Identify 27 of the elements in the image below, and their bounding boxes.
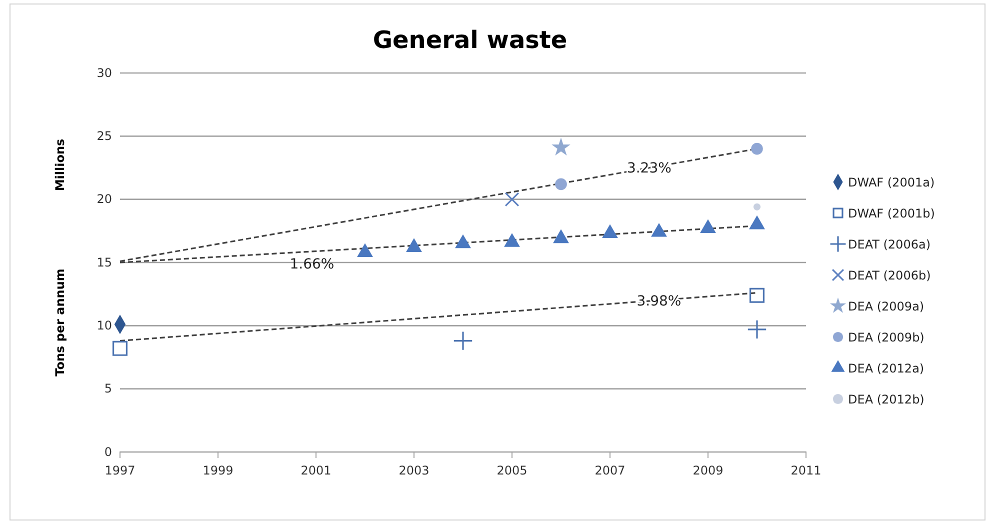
legend-label: DEA (2009b) (848, 330, 924, 344)
chart-title: General waste (372, 26, 568, 54)
x-tick-label: 2009 (692, 464, 724, 478)
x-tick-label: 1997 (104, 464, 136, 478)
legend-label: DWAF (2001b) (848, 206, 935, 220)
text: Millions (53, 138, 67, 192)
y-tick-label: 30 (96, 66, 112, 80)
y-tick-label: 0 (104, 444, 112, 459)
y-tick-label: 25 (96, 129, 112, 144)
legend-label: DEAT (2006b) (848, 268, 931, 282)
y-tick-label: 10 (96, 318, 112, 333)
x-tick-label: 2005 (496, 464, 528, 478)
legend-label: DEAT (2006a) (848, 238, 930, 252)
x-tick-label: 2011 (790, 464, 822, 478)
y-axis-title: Tons per annum (53, 268, 67, 376)
x-tick-label: 2007 (594, 464, 626, 478)
y-tick-label: 20 (96, 192, 112, 206)
x-tick-label: 2001 (300, 464, 332, 478)
x-tick-label: 2003 (398, 464, 430, 478)
legend-label: DEA (2009a) (848, 300, 924, 314)
legend-label: DWAF (2001a) (848, 176, 935, 190)
annotation: 1.66% (290, 256, 334, 272)
y-tick-label: 15 (96, 255, 112, 270)
y-tick-label: 5 (104, 382, 112, 396)
x-tick-label: 1999 (202, 464, 234, 478)
legend-label: DEA (2012a) (848, 362, 924, 376)
legend-label: DEA (2012b) (848, 392, 924, 406)
